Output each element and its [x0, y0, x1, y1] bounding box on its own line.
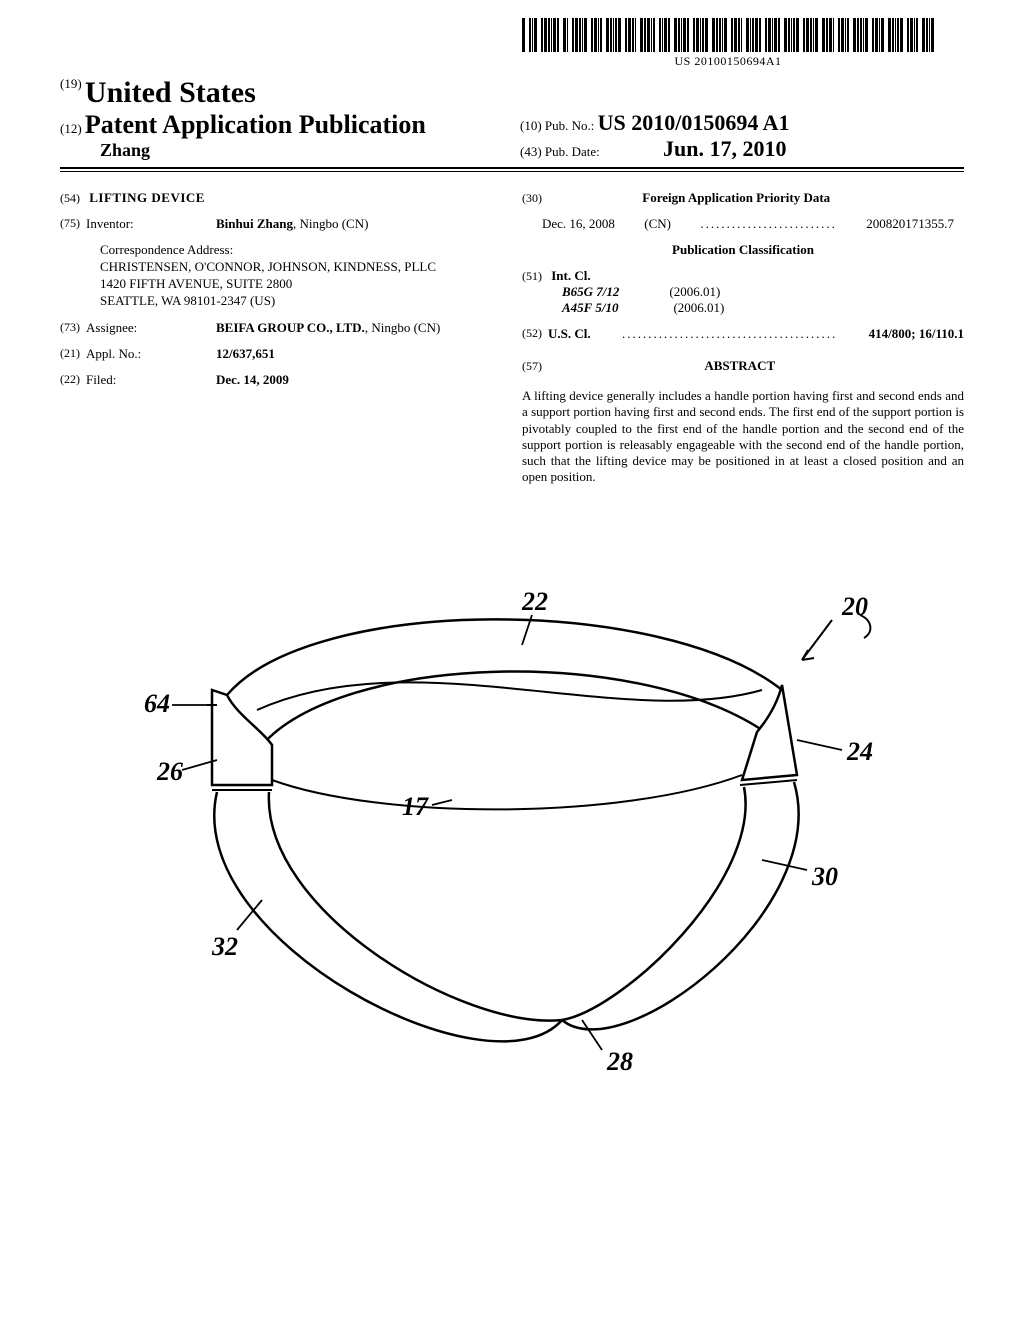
divider-thick	[60, 167, 964, 169]
code-22: (22)	[60, 372, 86, 388]
code-19: (19)	[60, 76, 85, 91]
dots-2: ........................................…	[591, 326, 869, 342]
int-cl-1-code: A45F 5/10	[562, 300, 618, 316]
patent-figure: 20 22 24 30 28 32 26 64 17	[60, 560, 964, 1100]
foreign-country: (CN)	[644, 216, 671, 232]
barcode-text: US 20100150694A1	[522, 54, 934, 69]
pub-class-title: Publication Classification	[522, 242, 964, 258]
code-75: (75)	[60, 216, 86, 232]
filed-date: Dec. 14, 2009	[216, 372, 289, 388]
barcode-graphic	[522, 18, 934, 52]
invention-title: LIFTING DEVICE	[89, 190, 205, 205]
corr-label: Correspondence Address:	[100, 242, 502, 259]
filed-label: Filed:	[86, 372, 216, 388]
fig-label-26: 26	[156, 757, 183, 786]
abstract-text: A lifting device generally includes a ha…	[522, 388, 964, 486]
dots-1: ..........................	[700, 216, 837, 232]
foreign-title: Foreign Application Priority Data	[515, 190, 957, 206]
corr-line-1: 1420 FIFTH AVENUE, SUITE 2800	[100, 276, 502, 293]
header-right: (10) Pub. No.: US 2010/0150694 A1 (43) P…	[520, 110, 790, 162]
us-cl-label: U.S. Cl.	[548, 326, 591, 342]
abstract-label: ABSTRACT	[545, 358, 934, 374]
code-10: (10) Pub. No.:	[520, 118, 598, 133]
assignee-label: Assignee:	[86, 320, 216, 336]
code-51: (51)	[522, 269, 548, 283]
divider-thin	[60, 171, 964, 172]
doc-kind: Patent Application Publication	[85, 110, 426, 139]
correspondence-block: Correspondence Address: CHRISTENSEN, O'C…	[100, 242, 502, 310]
appl-no: 12/637,651	[216, 346, 275, 362]
fig-label-64: 64	[144, 689, 170, 718]
inventor-loc: , Ningbo (CN)	[293, 216, 368, 231]
foreign-date: Dec. 16, 2008	[542, 216, 615, 232]
foreign-num: 200820171355.7	[866, 216, 954, 232]
fig-label-30: 30	[811, 862, 838, 891]
us-cl: 414/800; 16/110.1	[869, 326, 964, 342]
fig-label-24: 24	[846, 737, 873, 766]
fig-label-17: 17	[402, 792, 429, 821]
code-57: (57)	[522, 359, 542, 373]
code-52: (52)	[522, 326, 548, 342]
int-cl-1-ver: (2006.01)	[673, 300, 724, 316]
fig-label-28: 28	[606, 1047, 633, 1076]
left-column: (54) LIFTING DEVICE (75) Inventor: Binhu…	[60, 180, 502, 486]
code-73: (73)	[60, 320, 86, 336]
inventor-label: Inventor:	[86, 216, 216, 232]
applicant-name: Zhang	[60, 140, 964, 161]
code-43: (43) Pub. Date:	[520, 144, 603, 159]
pub-no: US 2010/0150694 A1	[598, 110, 790, 135]
int-cl-0-code: B65G 7/12	[562, 284, 619, 300]
header-left: (19) United States (12) Patent Applicati…	[60, 76, 964, 161]
int-cl-label: Int. Cl.	[551, 268, 590, 283]
barcode-block: US 20100150694A1	[522, 18, 934, 69]
fig-label-32: 32	[211, 932, 238, 961]
code-21: (21)	[60, 346, 86, 362]
pub-date: Jun. 17, 2010	[663, 136, 786, 161]
assignee-name: BEIFA GROUP CO., LTD.	[216, 320, 365, 335]
code-54: (54)	[60, 191, 86, 205]
assignee-loc-wrap: , Ningbo (CN)	[365, 320, 440, 335]
country: United States	[85, 76, 256, 109]
right-column: (30) Foreign Application Priority Data D…	[522, 180, 964, 486]
int-cl-0-ver: (2006.01)	[669, 284, 720, 300]
corr-line-0: CHRISTENSEN, O'CONNOR, JOHNSON, KINDNESS…	[100, 259, 502, 276]
code-12: (12)	[60, 121, 85, 136]
appl-no-label: Appl. No.:	[86, 346, 216, 362]
inventor-name: Binhui Zhang	[216, 216, 293, 231]
corr-line-2: SEATTLE, WA 98101-2347 (US)	[100, 293, 502, 310]
fig-label-22: 22	[521, 587, 548, 616]
